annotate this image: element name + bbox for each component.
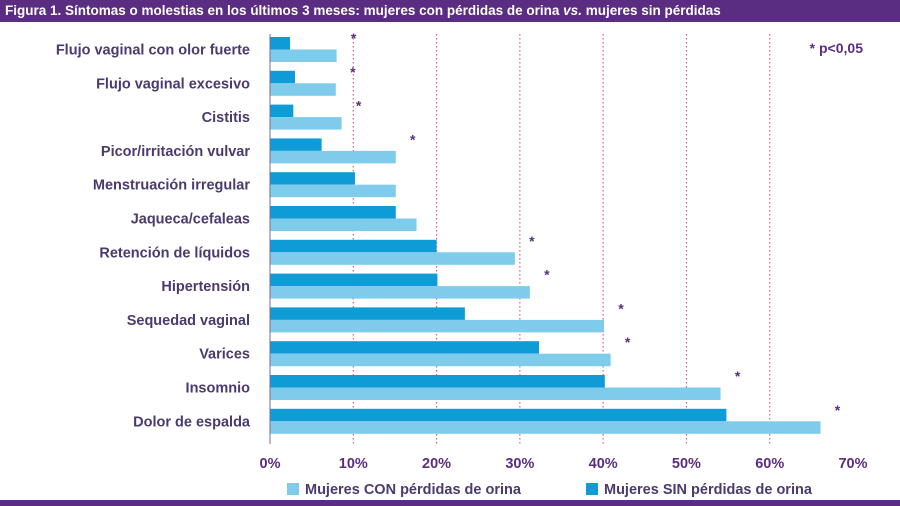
x-tick-label: 50% [672, 456, 701, 472]
category-label: Picor/irritación vulvar [101, 144, 250, 160]
category-label: Varices [199, 347, 250, 363]
bar-sin [270, 375, 605, 388]
bar-sin [270, 70, 295, 84]
bar-sin [270, 172, 355, 185]
bar-con [270, 184, 396, 198]
significance-star: * [356, 98, 362, 114]
bar-con [270, 49, 337, 62]
bar-sin [270, 239, 437, 253]
chart-title-text: Figura 1. Síntomas o molestias en los úl… [5, 3, 564, 18]
x-tick-label: 40% [589, 456, 618, 472]
bar-con [270, 353, 611, 367]
category-label: Insomnio [186, 381, 251, 397]
significance-note: * p<0,05 [810, 40, 864, 56]
significance-star: * [529, 233, 535, 249]
bar-sin [270, 408, 727, 422]
category-label: Cistitis [202, 110, 250, 126]
legend-swatch [287, 483, 299, 495]
bar-con [270, 83, 336, 96]
bar-con [270, 218, 417, 231]
x-tick-label: 30% [505, 456, 534, 472]
category-label: Sequedad vaginal [127, 313, 250, 329]
x-tick-label: 60% [755, 456, 784, 472]
category-label: Retención de líquidos [99, 245, 250, 261]
significance-star: * [835, 402, 841, 418]
bar-sin [270, 341, 540, 354]
category-label: Jaqueca/cefaleas [131, 212, 250, 228]
bar-con [270, 421, 821, 434]
bar-con [270, 252, 515, 265]
significance-star: * [625, 334, 631, 350]
bar-con [270, 117, 342, 130]
bar-con [270, 387, 721, 400]
bar-sin [270, 307, 465, 320]
bar-con [270, 150, 396, 164]
bar-sin [270, 138, 322, 151]
legend-swatch [586, 483, 598, 495]
legend-label: Mujeres CON pérdidas de orina [305, 482, 522, 498]
x-tick-label: 20% [422, 456, 451, 472]
category-label: Flujo vaginal con olor fuerte [56, 43, 250, 59]
bottom-rule [0, 500, 900, 506]
chart-title-text-end: mujeres sin pérdidas [581, 3, 721, 18]
bar-con [270, 286, 530, 299]
significance-star: * [410, 131, 416, 147]
category-label: Flujo vaginal excesivo [96, 76, 250, 92]
x-tick-label: 10% [339, 456, 368, 472]
x-tick-label: 0% [260, 456, 281, 472]
chart-title: Figura 1. Síntomas o molestias en los úl… [0, 0, 900, 22]
significance-star: * [618, 300, 624, 316]
significance-star: * [544, 267, 550, 283]
significance-star: * [735, 368, 741, 384]
significance-star: * [351, 30, 357, 46]
bar-sin [270, 104, 294, 118]
bar-con [270, 319, 604, 333]
significance-star: * [350, 64, 356, 80]
bar-sin [270, 37, 290, 50]
legend-label: Mujeres SIN pérdidas de orina [604, 482, 813, 498]
category-label: Menstruación irregular [93, 178, 250, 194]
x-tick-label: 70% [838, 456, 867, 472]
category-label: Dolor de espalda [133, 414, 251, 430]
category-label: Hipertensión [161, 279, 250, 295]
bar-sin [270, 206, 396, 219]
chart-title-vs: vs. [563, 3, 582, 18]
bar-sin [270, 273, 438, 287]
